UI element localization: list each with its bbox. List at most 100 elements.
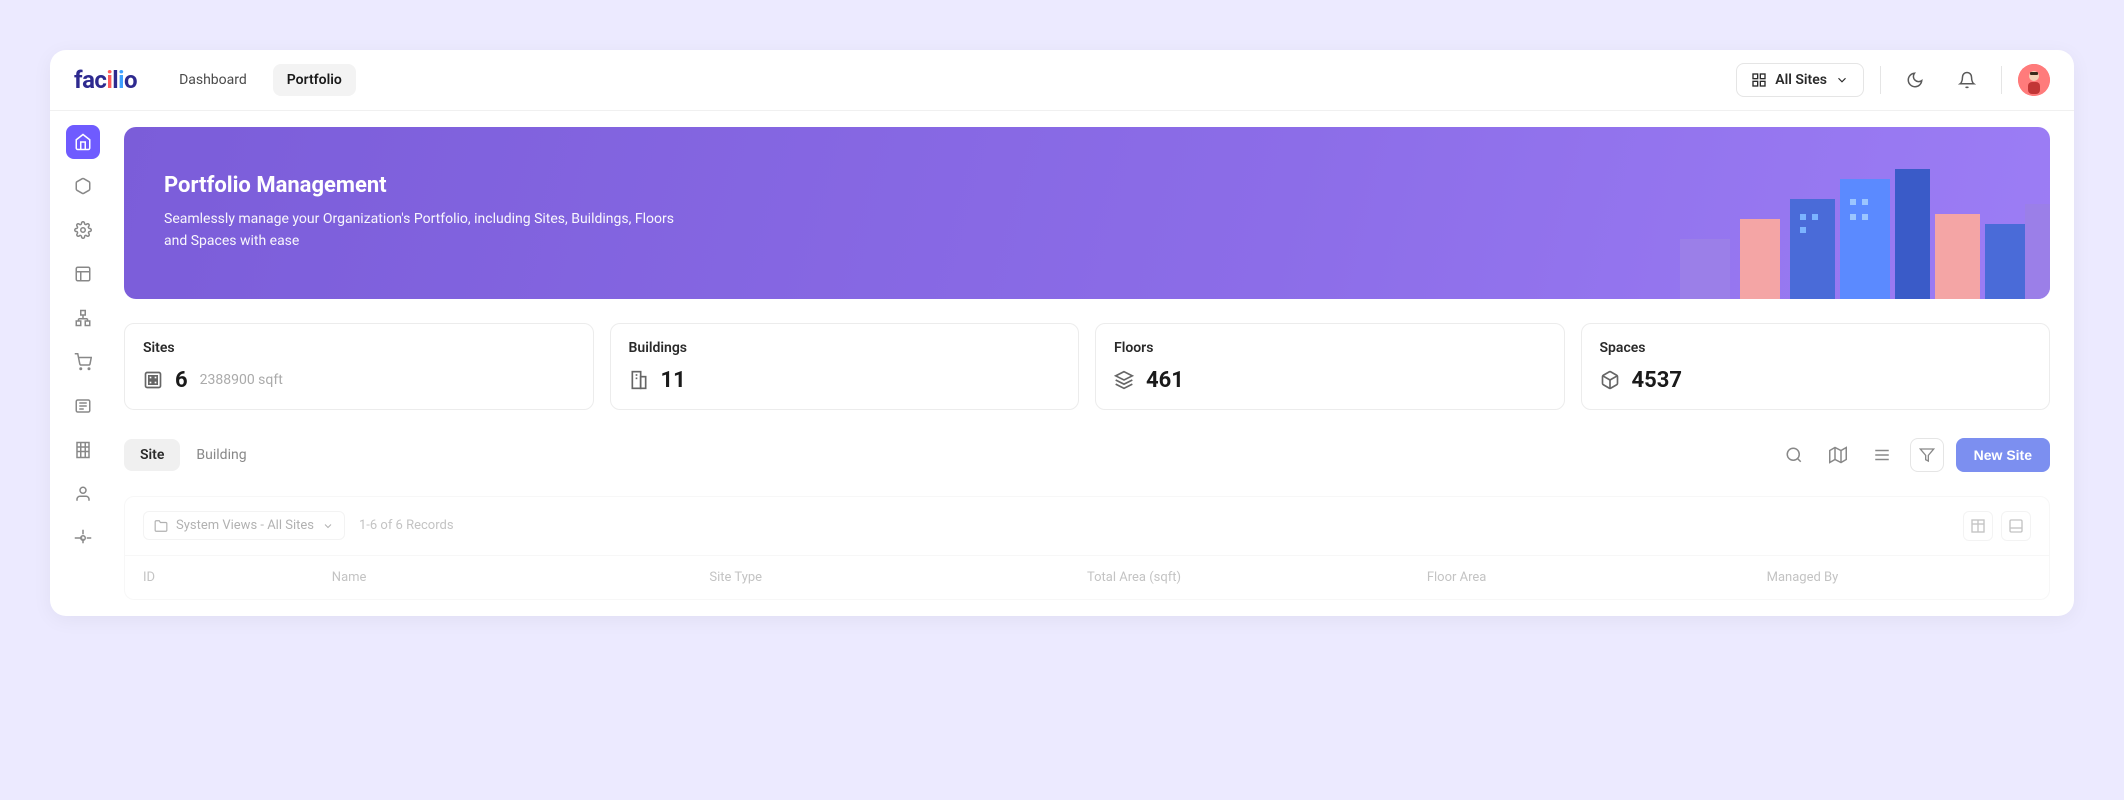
columns-icon	[1873, 446, 1891, 464]
stat-sites[interactable]: Sites 6 2388900 sqft	[124, 323, 594, 410]
box-icon	[74, 177, 92, 195]
tab-site[interactable]: Site	[124, 439, 180, 471]
tab-building[interactable]: Building	[180, 439, 262, 471]
divider	[2001, 66, 2002, 94]
folder-icon	[154, 519, 168, 533]
search-button[interactable]	[1778, 439, 1810, 471]
sidebar-item-list[interactable]	[66, 389, 100, 423]
view-selector[interactable]: System Views - All Sites	[143, 511, 345, 540]
table-icon	[1970, 518, 1986, 534]
card-icon	[2008, 518, 2024, 534]
card-view-button[interactable]	[2001, 511, 2031, 541]
list-section: System Views - All Sites 1-6 of 6 Record…	[124, 496, 2050, 600]
sidebar-item-settings[interactable]	[66, 213, 100, 247]
cog-icon	[74, 529, 92, 547]
stat-label: Sites	[143, 340, 575, 356]
hero-title: Portfolio Management	[164, 173, 2010, 198]
list-header-right	[1963, 511, 2031, 541]
stat-buildings[interactable]: Buildings 11	[610, 323, 1080, 410]
table-header: ID Name Site Type Total Area (sqft) Floo…	[125, 556, 2049, 599]
col-managed-by[interactable]: Managed By	[1767, 570, 2031, 585]
sidebar-item-inventory[interactable]	[66, 257, 100, 291]
stat-value-row: 461	[1114, 368, 1546, 393]
filter-icon	[1919, 447, 1935, 463]
cart-icon	[74, 353, 92, 371]
moon-icon	[1906, 71, 1924, 89]
sidebar-item-assets[interactable]	[66, 169, 100, 203]
stat-value: 461	[1146, 368, 1184, 393]
list-header: System Views - All Sites 1-6 of 6 Record…	[125, 497, 2049, 556]
theme-toggle[interactable]	[1897, 62, 1933, 98]
buildings-icon	[629, 370, 649, 390]
stat-value: 6	[175, 368, 188, 393]
tabs-row: Site Building New Site	[124, 438, 2050, 472]
home-icon	[74, 133, 92, 151]
divider	[1880, 66, 1881, 94]
site-selector[interactable]: All Sites	[1736, 63, 1864, 97]
body-wrapper: Portfolio Management Seamlessly manage y…	[50, 111, 2074, 616]
gear-icon	[74, 221, 92, 239]
col-site-type[interactable]: Site Type	[709, 570, 1087, 585]
new-site-button[interactable]: New Site	[1956, 438, 2050, 472]
filter-button[interactable]	[1910, 438, 1944, 472]
grid-icon	[1751, 72, 1767, 88]
nav-links: Dashboard Portfolio	[165, 64, 356, 96]
user-icon	[74, 485, 92, 503]
stat-spaces[interactable]: Spaces 4537	[1581, 323, 2051, 410]
layers-icon	[1114, 370, 1134, 390]
map-icon	[1829, 446, 1847, 464]
cube-icon	[1600, 370, 1620, 390]
app-container: facilio Dashboard Portfolio All Sites	[50, 50, 2074, 616]
chevron-down-icon	[322, 520, 334, 532]
sidebar-item-building[interactable]	[66, 433, 100, 467]
sidebar-item-hierarchy[interactable]	[66, 301, 100, 335]
nav-dashboard[interactable]: Dashboard	[165, 64, 261, 96]
col-id[interactable]: ID	[143, 570, 332, 585]
stat-sub: 2388900 sqft	[200, 372, 283, 388]
chevron-down-icon	[1835, 73, 1849, 87]
logo[interactable]: facilio	[74, 66, 137, 94]
sidebar-item-user[interactable]	[66, 477, 100, 511]
avatar[interactable]	[2018, 64, 2050, 96]
view-label: System Views - All Sites	[176, 518, 314, 533]
stat-value-row: 6 2388900 sqft	[143, 368, 575, 393]
stat-value: 4537	[1632, 368, 1683, 393]
avatar-illustration	[2018, 64, 2050, 96]
stat-floors[interactable]: Floors 461	[1095, 323, 1565, 410]
map-button[interactable]	[1822, 439, 1854, 471]
stat-label: Floors	[1114, 340, 1546, 356]
list-header-left: System Views - All Sites 1-6 of 6 Record…	[143, 511, 454, 540]
site-selector-label: All Sites	[1775, 72, 1827, 88]
hero-banner: Portfolio Management Seamlessly manage y…	[124, 127, 2050, 299]
tabs: Site Building	[124, 439, 263, 471]
building-icon	[74, 441, 92, 459]
topbar: facilio Dashboard Portfolio All Sites	[50, 50, 2074, 111]
sites-icon	[143, 370, 163, 390]
search-icon	[1785, 446, 1803, 464]
stat-value: 11	[661, 368, 686, 393]
hero-subtitle: Seamlessly manage your Organization's Po…	[164, 208, 684, 253]
columns-button[interactable]	[1866, 439, 1898, 471]
stats-grid: Sites 6 2388900 sqft Buildings 11 Floo	[124, 323, 2050, 410]
sidebar	[50, 111, 116, 616]
nav-portfolio[interactable]: Portfolio	[273, 64, 356, 96]
stat-label: Spaces	[1600, 340, 2032, 356]
record-count: 1-6 of 6 Records	[359, 518, 454, 533]
main-content: Portfolio Management Seamlessly manage y…	[116, 111, 2074, 616]
col-name[interactable]: Name	[332, 570, 710, 585]
sidebar-item-config[interactable]	[66, 521, 100, 555]
tabs-actions: New Site	[1778, 438, 2050, 472]
table-view-button[interactable]	[1963, 511, 1993, 541]
sidebar-item-shopping[interactable]	[66, 345, 100, 379]
col-total-area[interactable]: Total Area (sqft)	[1087, 570, 1427, 585]
topbar-left: facilio Dashboard Portfolio	[74, 64, 356, 96]
topbar-right: All Sites	[1736, 62, 2050, 98]
sidebar-item-home[interactable]	[66, 125, 100, 159]
stat-value-row: 4537	[1600, 368, 2032, 393]
col-floor-area[interactable]: Floor Area	[1427, 570, 1767, 585]
stat-label: Buildings	[629, 340, 1061, 356]
list-icon	[74, 397, 92, 415]
notifications-button[interactable]	[1949, 62, 1985, 98]
hierarchy-icon	[74, 309, 92, 327]
bell-icon	[1958, 71, 1976, 89]
